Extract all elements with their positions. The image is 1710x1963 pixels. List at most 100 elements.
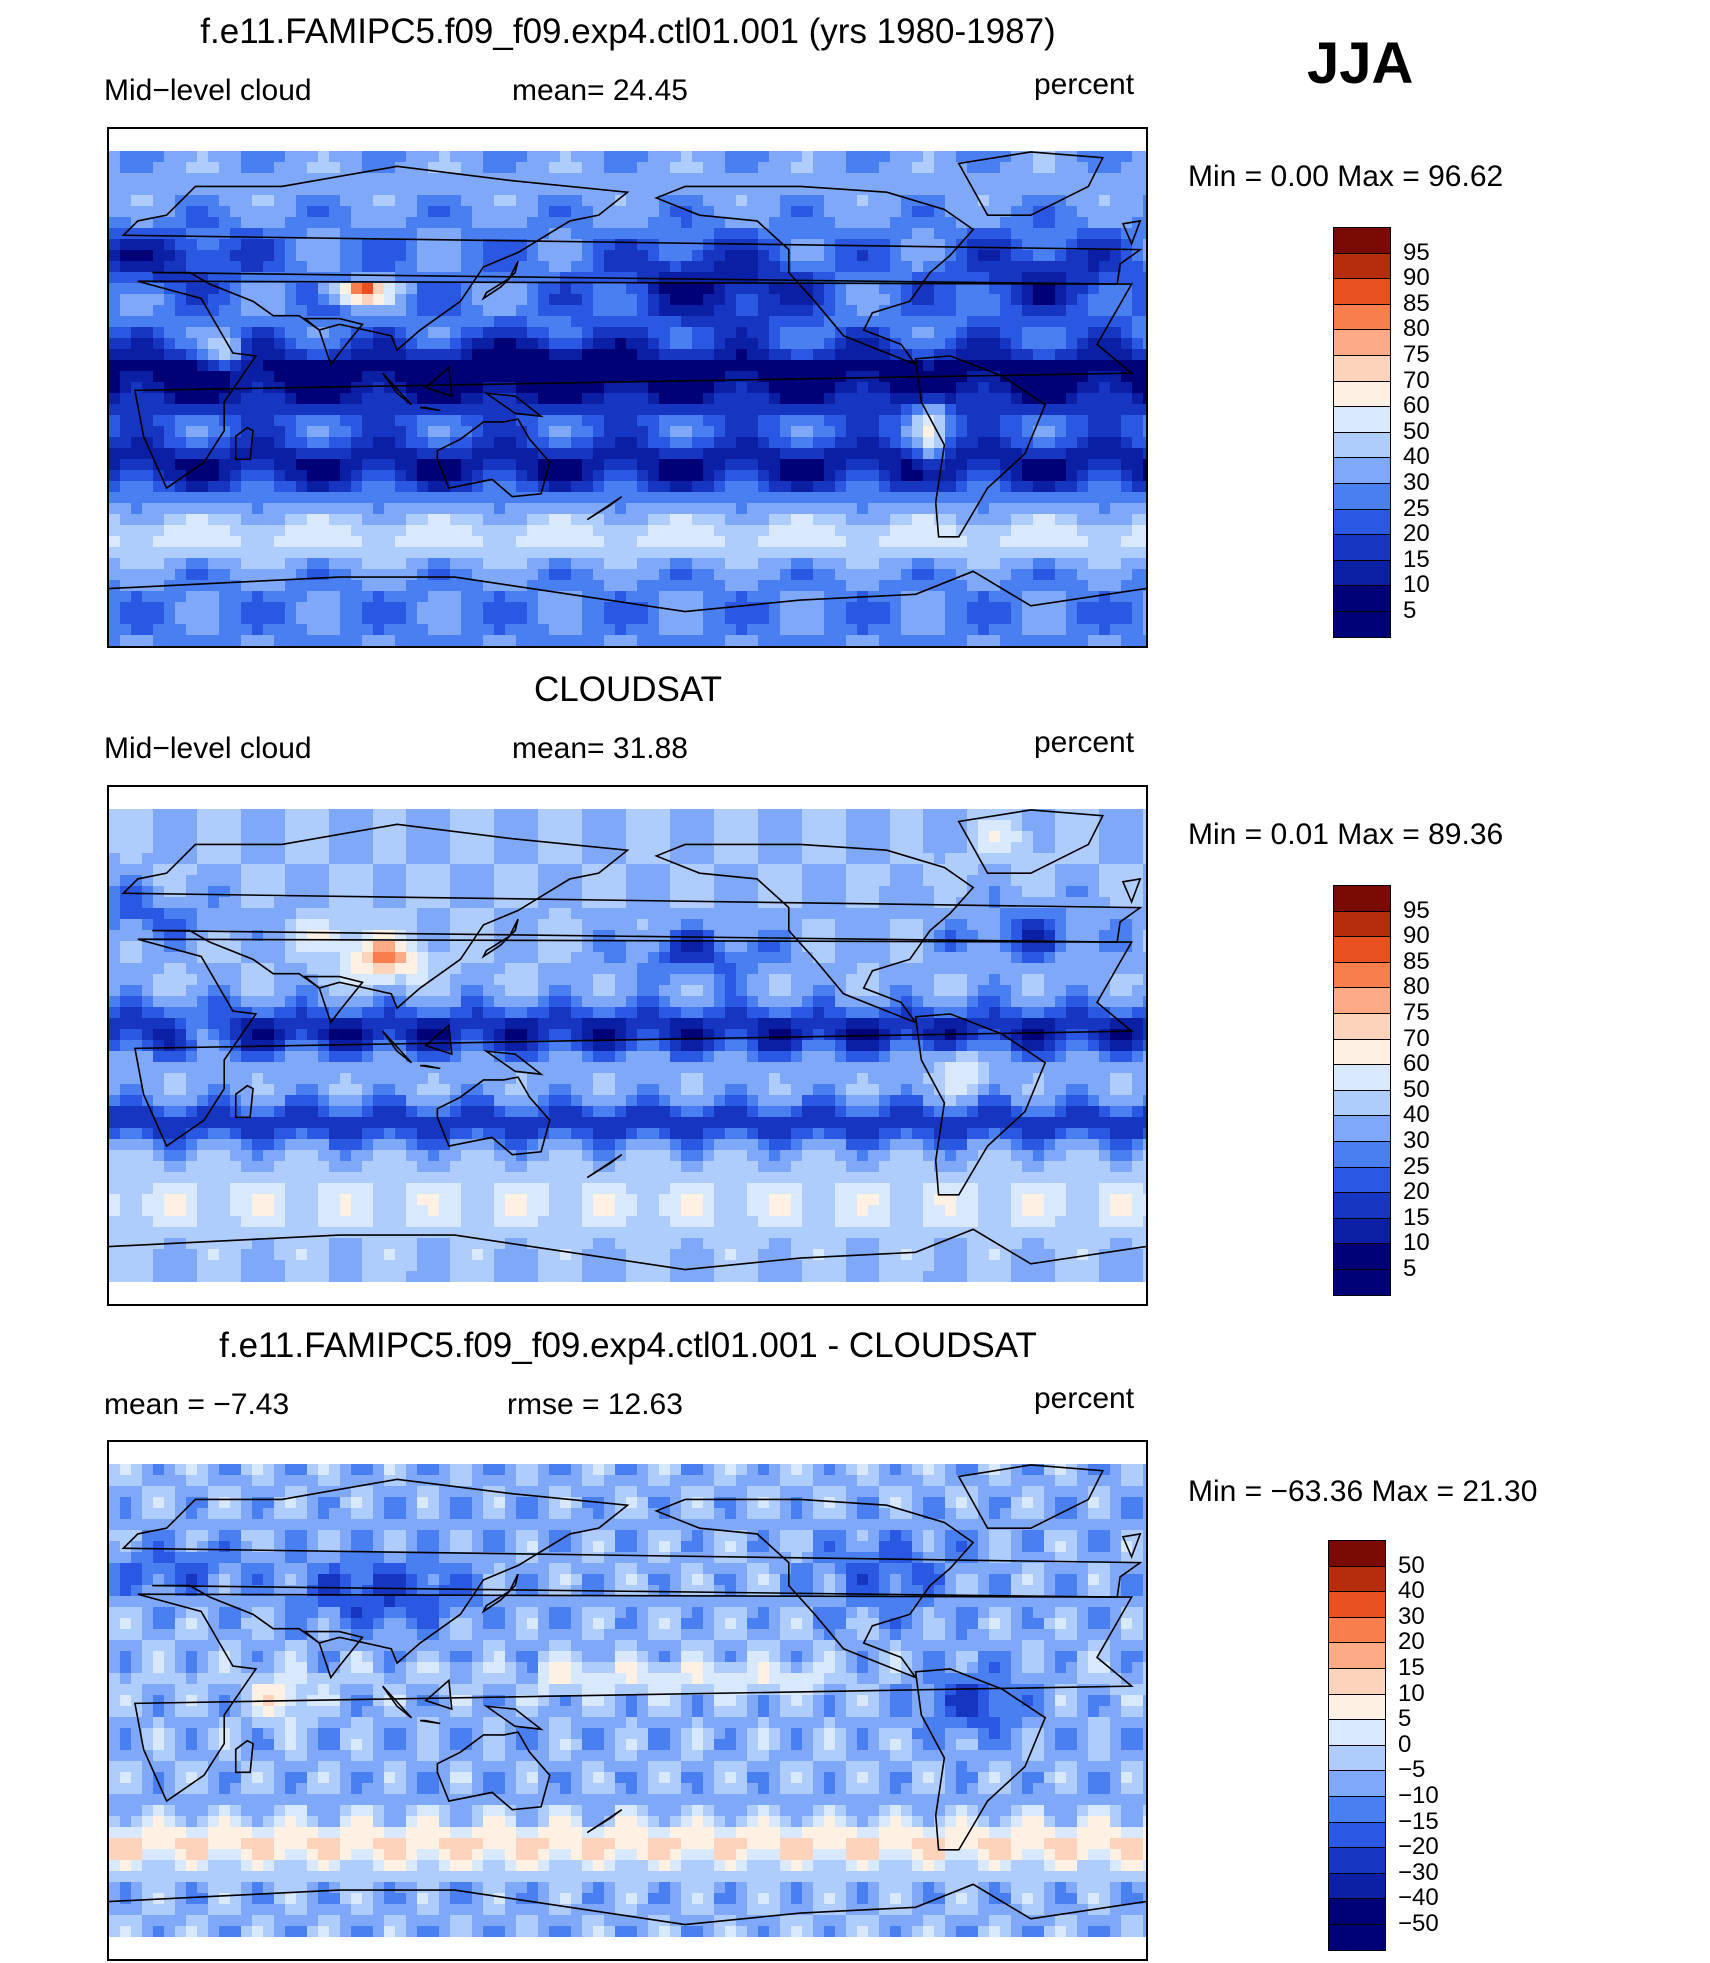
contour-cell xyxy=(758,327,770,339)
contour-cell xyxy=(153,558,165,570)
contour-cell xyxy=(956,470,968,482)
contour-cell xyxy=(835,283,847,295)
contour-cell xyxy=(824,547,836,559)
contour-cell xyxy=(626,459,638,471)
contour-cell xyxy=(351,162,363,174)
contour-cell xyxy=(703,470,715,482)
contour-cell xyxy=(1000,404,1012,416)
contour-cell xyxy=(373,173,385,185)
contour-cell xyxy=(307,217,319,229)
contour-cell xyxy=(1000,338,1012,350)
contour-cell xyxy=(901,448,913,460)
contour-cell xyxy=(780,327,792,339)
contour-cell xyxy=(692,294,704,306)
contour-cell xyxy=(1011,635,1023,646)
contour-cell xyxy=(417,140,429,152)
contour-cell xyxy=(120,371,132,383)
contour-cell xyxy=(1143,470,1146,482)
contour-cell xyxy=(1143,206,1146,218)
contour-cell xyxy=(505,129,517,141)
contour-cell xyxy=(208,492,220,504)
contour-cell xyxy=(1110,613,1122,625)
contour-cell xyxy=(472,140,484,152)
contour-cell xyxy=(505,140,517,152)
contour-cell xyxy=(824,272,836,284)
contour-cell xyxy=(648,349,660,361)
contour-cell xyxy=(725,349,737,361)
contour-cell xyxy=(362,239,374,251)
contour-cell xyxy=(791,831,803,843)
contour-cell xyxy=(879,129,891,141)
contour-cell xyxy=(736,349,748,361)
contour-cell xyxy=(329,217,341,229)
contour-cell xyxy=(549,426,561,438)
contour-cell xyxy=(626,602,638,614)
contour-cell xyxy=(395,360,407,372)
contour-cell xyxy=(384,831,396,843)
contour-cell xyxy=(626,525,638,537)
contour-cell xyxy=(142,481,154,493)
contour-cell xyxy=(670,382,682,394)
contour-cell xyxy=(340,831,352,843)
contour-cell xyxy=(208,217,220,229)
contour-cell xyxy=(230,415,242,427)
contour-cell xyxy=(857,217,869,229)
contour-cell xyxy=(197,173,209,185)
contour-cell xyxy=(1011,338,1023,350)
contour-cell xyxy=(362,349,374,361)
contour-cell xyxy=(1055,798,1067,810)
contour-cell xyxy=(252,558,264,570)
contour-cell xyxy=(263,798,275,810)
contour-cell xyxy=(1044,426,1056,438)
contour-cell xyxy=(857,580,869,592)
contour-cell xyxy=(791,371,803,383)
contour-cell xyxy=(153,448,165,460)
contour-cell xyxy=(615,602,627,614)
contour-cell xyxy=(923,217,935,229)
contour-cell xyxy=(714,162,726,174)
contour-cell xyxy=(417,294,429,306)
contour-cell xyxy=(142,558,154,570)
contour-cell xyxy=(868,173,880,185)
contour-cell xyxy=(109,404,121,416)
contour-cell xyxy=(1088,787,1100,799)
contour-cell xyxy=(1055,327,1067,339)
contour-cell xyxy=(241,481,253,493)
contour-cell xyxy=(747,503,759,515)
contour-cell xyxy=(406,206,418,218)
contour-cell xyxy=(505,437,517,449)
contour-cell xyxy=(351,206,363,218)
contour-cell xyxy=(703,338,715,350)
contour-cell xyxy=(197,448,209,460)
contour-cell xyxy=(186,635,198,646)
contour-cell xyxy=(692,316,704,328)
contour-cell xyxy=(197,371,209,383)
contour-cell xyxy=(120,613,132,625)
contour-cell xyxy=(747,393,759,405)
colorbar-swatch xyxy=(1333,585,1391,612)
contour-cell xyxy=(1132,129,1144,141)
contour-cell xyxy=(1022,831,1034,843)
contour-cell xyxy=(956,206,968,218)
contour-cell xyxy=(659,558,671,570)
contour-cell xyxy=(153,239,165,251)
contour-cell xyxy=(252,448,264,460)
contour-cell xyxy=(164,591,176,603)
contour-cell xyxy=(967,327,979,339)
contour-cell xyxy=(901,459,913,471)
contour-cell xyxy=(384,481,396,493)
contour-cell xyxy=(252,404,264,416)
contour-cell xyxy=(802,195,814,207)
contour-cell xyxy=(967,140,979,152)
contour-cell xyxy=(175,820,187,832)
contour-cell xyxy=(747,809,759,821)
contour-cell xyxy=(978,338,990,350)
contour-cell xyxy=(285,624,297,636)
contour-cell xyxy=(538,613,550,625)
contour-cell xyxy=(241,820,253,832)
contour-cell xyxy=(472,349,484,361)
contour-cell xyxy=(1044,195,1056,207)
contour-cell xyxy=(1033,514,1045,526)
contour-cell xyxy=(714,129,726,141)
contour-cell xyxy=(659,525,671,537)
